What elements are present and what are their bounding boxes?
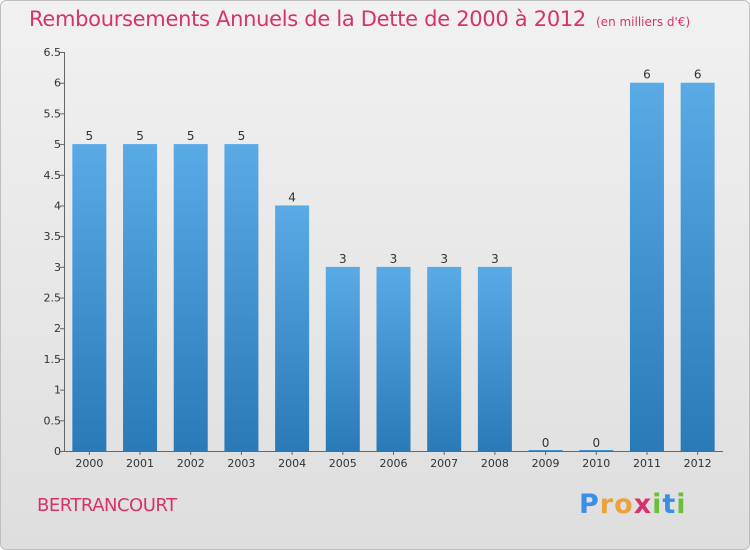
brand-letter: x: [633, 489, 653, 520]
bar-2011: [629, 82, 664, 451]
brand-letter: i: [652, 489, 663, 520]
data-label: 6: [643, 68, 651, 82]
unit-note: (en milliers d'€): [596, 15, 691, 29]
chart-title: Remboursements Annuels de la Dette de 20…: [29, 7, 690, 31]
x-tick-label: 2008: [481, 457, 509, 470]
x-tick-label: 2005: [329, 457, 357, 470]
y-tick-label: 1.5: [44, 353, 62, 366]
bar-2002: [173, 144, 208, 452]
x-tick-label: 2002: [177, 457, 205, 470]
y-tick-label: 0: [54, 445, 61, 458]
brand-letter: o: [614, 489, 634, 520]
x-tick-label: 2010: [582, 457, 610, 470]
x-tick-label: 2011: [633, 457, 661, 470]
data-label: 5: [238, 129, 246, 143]
data-label: 3: [339, 252, 347, 266]
data-label: 0: [542, 436, 550, 450]
x-tick-label: 2003: [227, 457, 255, 470]
data-label: 4: [288, 190, 296, 204]
bar-2003: [224, 144, 259, 452]
y-tick-label: 4: [54, 199, 61, 212]
bar-2006: [376, 266, 411, 451]
y-tick-label: 2.5: [44, 292, 62, 305]
bar-2007: [427, 266, 462, 451]
brand-letter: P: [579, 489, 600, 520]
x-tick-label: 2006: [380, 457, 408, 470]
bar-2001: [123, 144, 158, 452]
bar-2012: [680, 82, 715, 451]
data-label: 3: [440, 252, 448, 266]
brand-letter: r: [599, 489, 615, 520]
brand-letter: i: [676, 489, 687, 520]
bar-2000: [72, 144, 107, 452]
data-labels: 5 5 5 5 4 3 3 3 3 0 0 6 6: [86, 68, 702, 450]
y-tick-label: 1: [54, 384, 61, 397]
x-tick-label: 2001: [126, 457, 154, 470]
data-label: 5: [136, 129, 144, 143]
y-tick-label: 3: [54, 261, 61, 274]
bar-2009: [528, 450, 563, 451]
bars: [72, 82, 715, 452]
x-axis-ticks: 2000 2001 2002 2003 2004 2005 2006 2007 2008 2009…: [75, 451, 712, 470]
y-tick-label: 2: [54, 322, 61, 335]
y-tick-label: 4.5: [44, 169, 62, 182]
brand-logo: Proxiti: [579, 489, 687, 520]
x-tick-label: 2000: [75, 457, 103, 470]
bar-2010: [579, 450, 614, 451]
data-label: 0: [592, 436, 600, 450]
x-tick-label: 2004: [278, 457, 306, 470]
data-label: 3: [491, 252, 499, 266]
y-tick-label: 5: [54, 138, 61, 151]
bar-2005: [325, 266, 360, 451]
y-tick-label: 0.5: [44, 414, 62, 427]
y-tick-label: 6.5: [44, 46, 62, 59]
y-tick-label: 3.5: [44, 230, 62, 243]
y-tick-label: 6: [54, 77, 61, 90]
y-axis-ticks: 0 0.5 1 1.5 2 2.5 3 3.5 4 4.5 5 5.5 6 6.5: [44, 46, 64, 458]
brand-letter: t: [662, 489, 677, 520]
data-label: 5: [86, 129, 94, 143]
x-tick-label: 2007: [430, 457, 458, 470]
x-tick-label: 2012: [684, 457, 712, 470]
data-label: 6: [694, 68, 702, 82]
x-tick-label: 2009: [532, 457, 560, 470]
bar-2004: [275, 205, 310, 451]
y-tick-label: 5.5: [44, 107, 62, 120]
data-label: 5: [187, 129, 195, 143]
data-label: 3: [390, 252, 398, 266]
chart-title-text: Remboursements Annuels de la Dette de 20…: [29, 7, 586, 31]
bar-2008: [477, 266, 512, 451]
commune-name: BERTRANCOURT: [37, 495, 177, 516]
